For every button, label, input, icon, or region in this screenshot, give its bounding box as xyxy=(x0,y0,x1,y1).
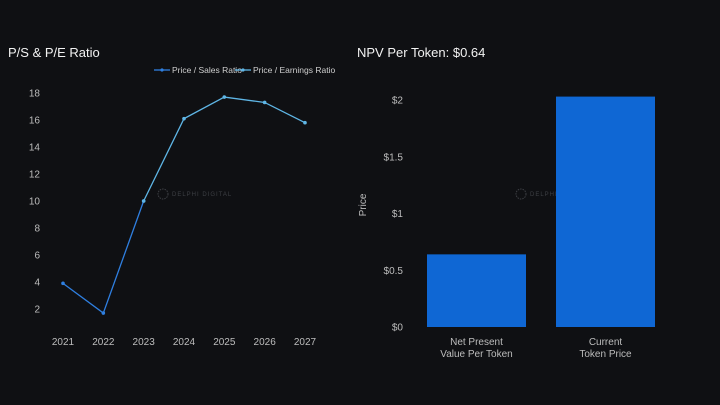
y-tick-label: $0 xyxy=(392,323,404,334)
x-tick-label: Token Price xyxy=(579,349,632,360)
x-tick-label: 2027 xyxy=(294,337,317,348)
x-tick-label: Value Per Token xyxy=(440,349,512,360)
watermark-text: DELPHI DIGITAL xyxy=(172,192,232,198)
legend-marker xyxy=(160,68,164,72)
data-point xyxy=(101,311,106,315)
watermark-left: DELPHI DIGITAL xyxy=(157,188,232,200)
data-point xyxy=(262,100,267,105)
bar xyxy=(427,254,526,327)
y-tick-label: $2 xyxy=(392,96,404,107)
y-tick-label: 16 xyxy=(29,116,41,127)
x-tick-label: 2024 xyxy=(173,337,196,348)
y-tick-label: 14 xyxy=(29,143,41,154)
data-point xyxy=(141,199,146,203)
y-tick-label: 2 xyxy=(34,305,40,316)
series-line-ps xyxy=(62,200,145,315)
y-tick-label: 4 xyxy=(34,278,40,289)
y-tick-label: $1 xyxy=(392,209,404,220)
bar-chart-title: NPV Per Token: $0.64 xyxy=(357,45,485,60)
y-tick-label: 18 xyxy=(29,89,41,100)
x-tick-label: Current xyxy=(589,337,623,348)
data-point xyxy=(182,116,186,121)
y-tick-label: $1.5 xyxy=(384,152,404,163)
y-tick-label: 12 xyxy=(29,170,41,181)
x-tick-label: 2023 xyxy=(133,337,156,348)
y-tick-label: 8 xyxy=(34,224,40,235)
x-tick-label: 2026 xyxy=(254,337,277,348)
data-point xyxy=(303,120,307,125)
watermark-logo-icon xyxy=(157,188,169,200)
legend-label[interactable]: Price / Sales Ratio xyxy=(172,65,242,75)
line-chart-title: P/S & P/E Ratio xyxy=(8,45,100,60)
y-tick-label: 10 xyxy=(29,197,41,208)
x-tick-label: 2021 xyxy=(52,337,75,348)
bar xyxy=(556,96,655,327)
x-tick-label: 2022 xyxy=(92,337,115,348)
x-tick-label: Net Present xyxy=(450,337,503,348)
data-point xyxy=(61,281,65,286)
y-axis-label: Price xyxy=(358,193,369,216)
data-point xyxy=(222,95,227,99)
series-line-pe xyxy=(143,96,306,202)
legend-label[interactable]: Price / Earnings Ratio xyxy=(253,65,335,75)
y-tick-label: $0.5 xyxy=(384,266,404,277)
y-tick-label: 6 xyxy=(34,251,40,262)
x-tick-label: 2025 xyxy=(213,337,236,348)
legend-marker xyxy=(241,68,245,72)
watermark-logo-icon xyxy=(515,188,527,200)
